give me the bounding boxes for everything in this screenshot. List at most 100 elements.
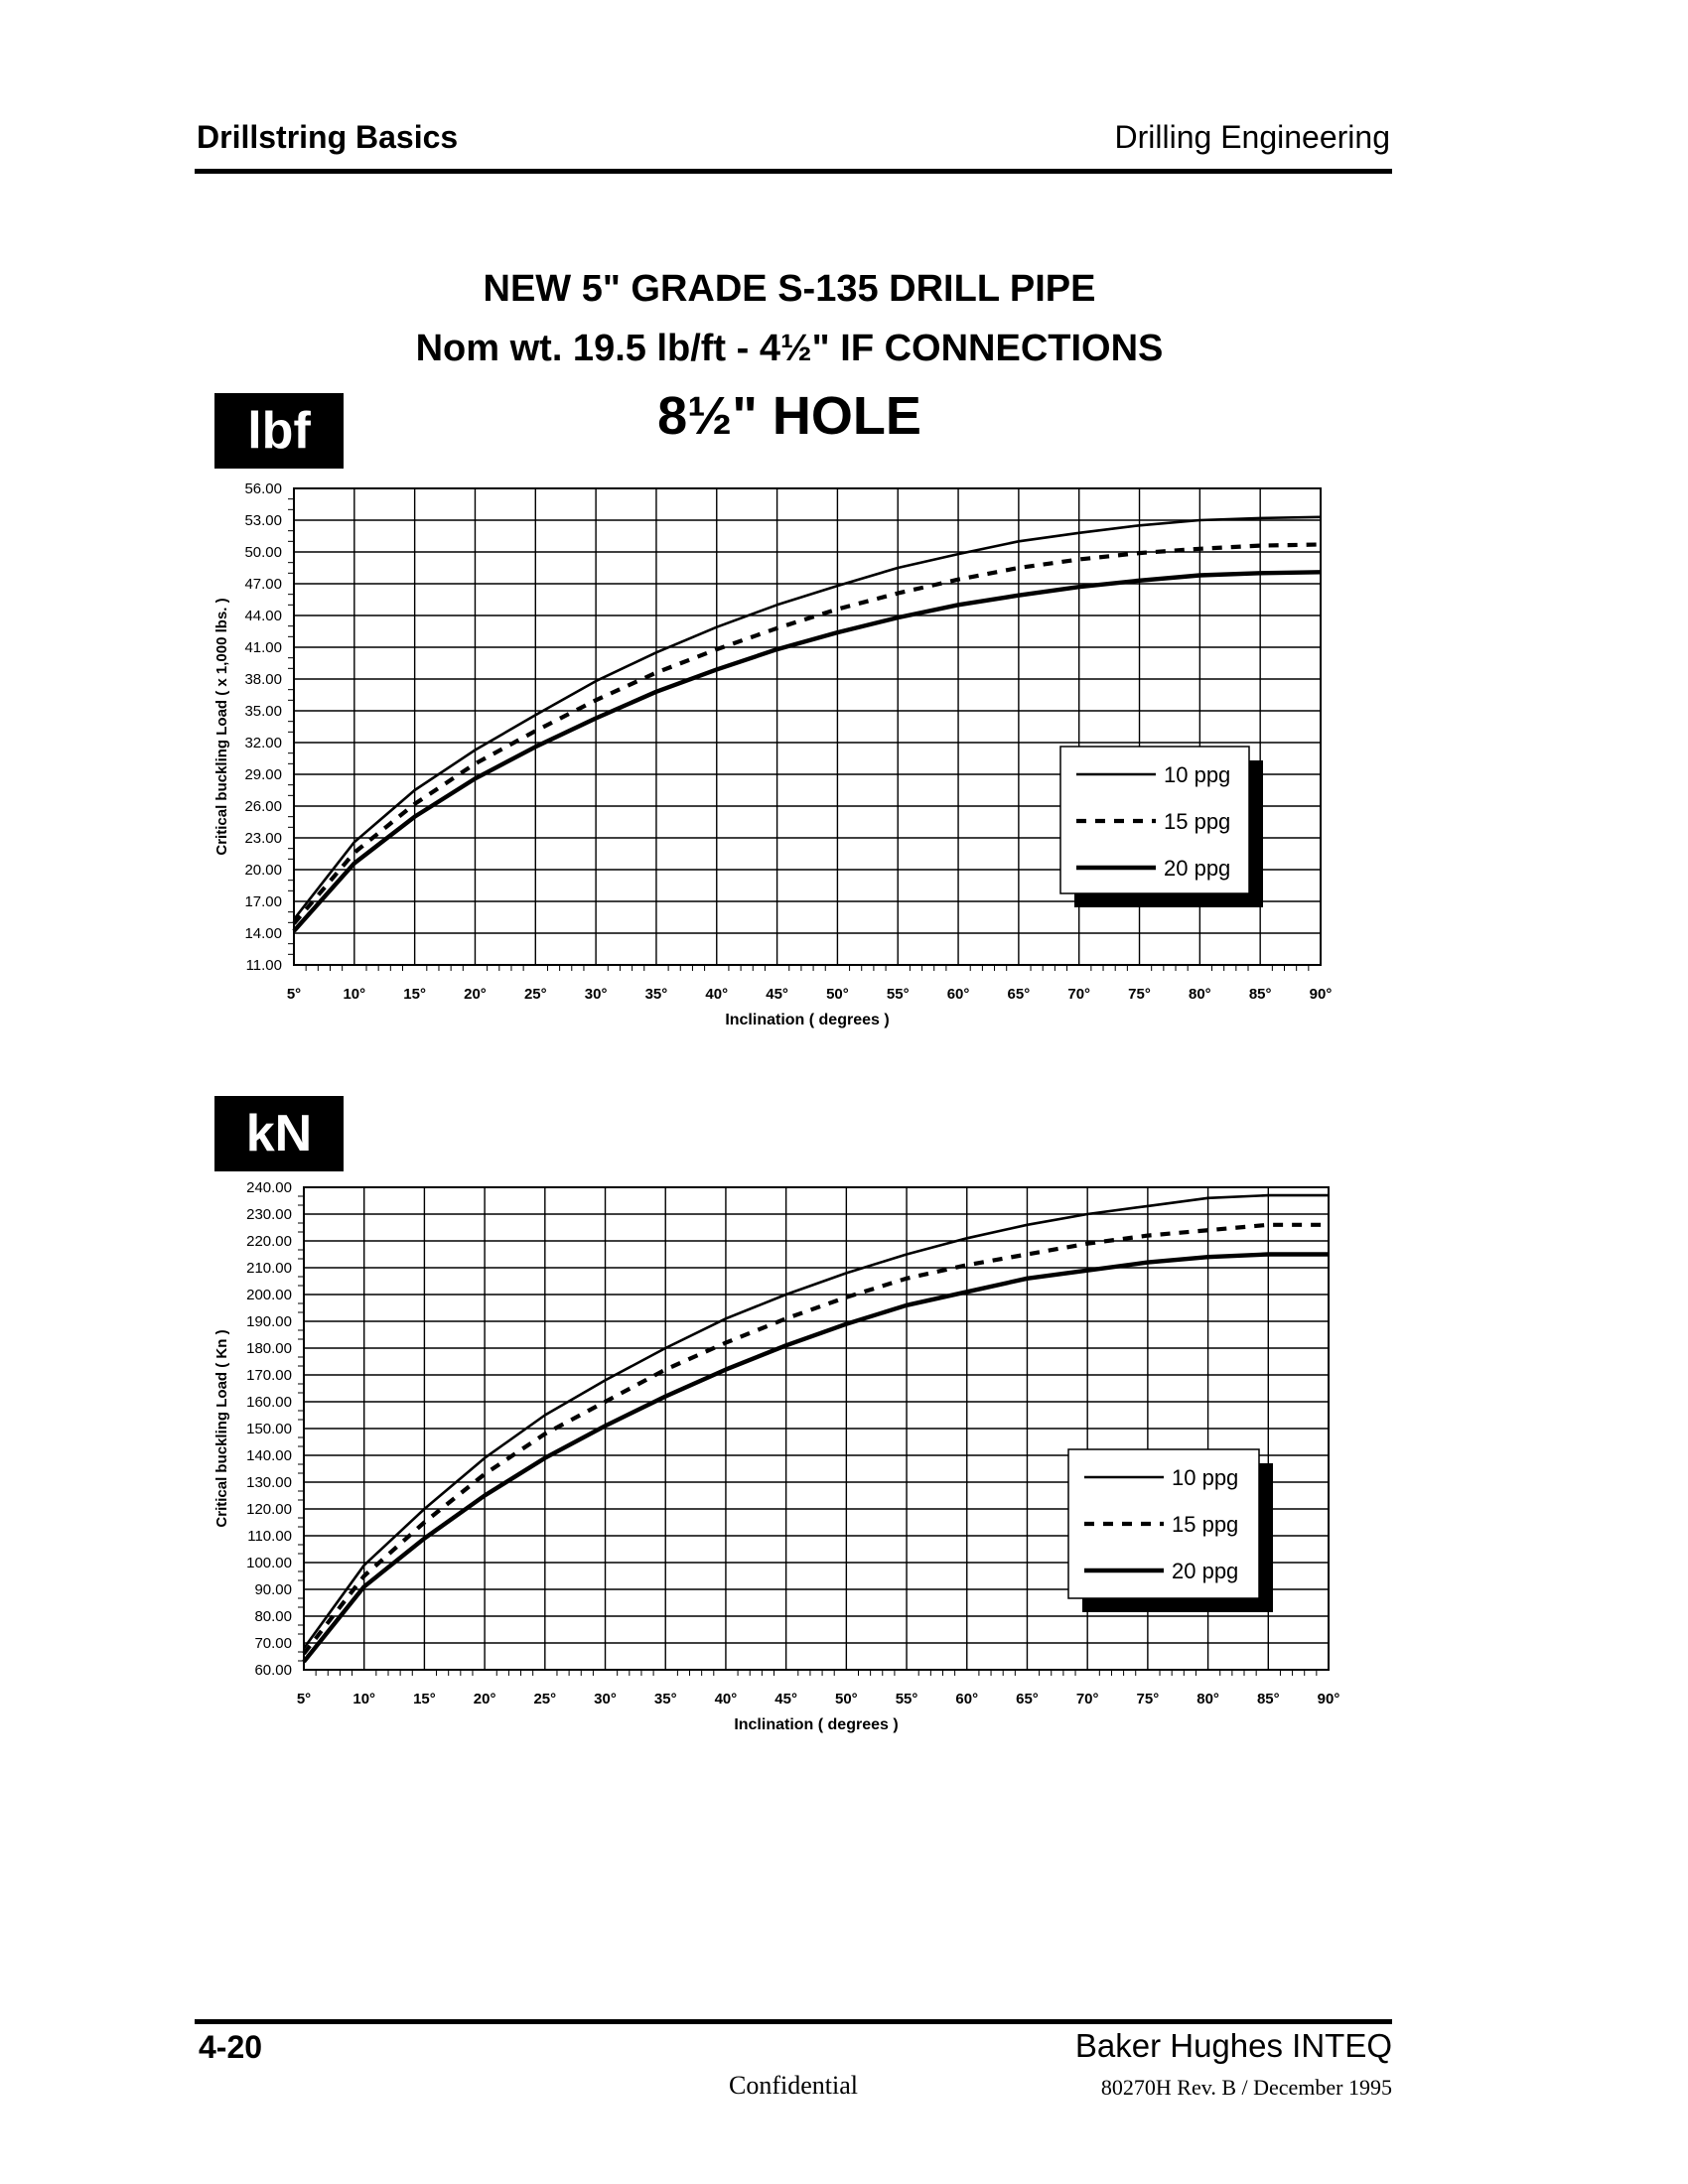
x-tick-label: 35° — [654, 1691, 677, 1707]
x-tick-label: 30° — [585, 986, 608, 1003]
y-tick-label: 47.00 — [244, 576, 282, 593]
header-department: Drilling Engineering — [1114, 119, 1390, 155]
y-tick-label: 200.00 — [246, 1287, 292, 1303]
legend-label: 20 ppg — [1164, 856, 1230, 881]
y-tick-label: 160.00 — [246, 1394, 292, 1411]
y-tick-label: 11.00 — [246, 957, 282, 974]
footer-rule — [195, 2019, 1392, 2024]
y-tick-label: 130.00 — [246, 1474, 292, 1491]
x-tick-label: 10° — [343, 986, 365, 1003]
x-tick-label: 50° — [835, 1691, 858, 1707]
x-tick-label: 55° — [887, 986, 910, 1003]
y-tick-label: 50.00 — [244, 544, 282, 561]
x-tick-label: 45° — [766, 986, 788, 1003]
footer-confidential: Confidential — [729, 2071, 858, 2100]
legend-label: 10 ppg — [1164, 762, 1230, 787]
footer-document-reference: 80270H Rev. B / December 1995 — [1100, 2075, 1392, 2100]
x-tick-label: 45° — [774, 1691, 797, 1707]
x-tick-label: 10° — [352, 1691, 375, 1707]
legend-label: 15 ppg — [1172, 1512, 1238, 1537]
x-axis-title: Inclination ( degrees ) — [734, 1716, 898, 1733]
page-number: 4-20 — [199, 2029, 263, 2065]
series-line-20-ppg — [302, 1252, 1329, 1664]
y-tick-label: 70.00 — [254, 1635, 292, 1652]
x-tick-label: 70° — [1067, 986, 1090, 1003]
x-tick-label: 50° — [826, 986, 849, 1003]
legend-label: 10 ppg — [1172, 1465, 1238, 1490]
legend: 10 ppg 15 ppg 20 ppg — [1067, 1448, 1273, 1612]
x-tick-label: 80° — [1196, 1691, 1219, 1707]
x-tick-label: 35° — [645, 986, 668, 1003]
plot-area-border — [303, 1186, 1330, 1671]
y-tick-label: 41.00 — [244, 639, 282, 656]
y-tick-label: 44.00 — [244, 608, 282, 624]
y-tick-label: 100.00 — [246, 1555, 292, 1571]
x-tick-label: 30° — [594, 1691, 617, 1707]
x-tick-label: 15° — [403, 986, 426, 1003]
x-tick-label: 80° — [1189, 986, 1211, 1003]
y-tick-label: 150.00 — [246, 1421, 292, 1437]
series-line-15-ppg — [292, 542, 1322, 925]
y-tick-label: 60.00 — [254, 1662, 292, 1679]
x-tick-label: 65° — [1016, 1691, 1039, 1707]
series-line-10-ppg — [302, 1193, 1329, 1650]
y-tick-label: 110.00 — [247, 1528, 292, 1545]
y-tick-label: 35.00 — [244, 703, 282, 720]
x-tick-label: 40° — [715, 1691, 738, 1707]
x-tick-label: 20° — [464, 986, 487, 1003]
x-tick-label: 90° — [1310, 986, 1333, 1003]
x-tick-label: 90° — [1318, 1691, 1340, 1707]
x-tick-label: 5° — [297, 1691, 311, 1707]
unit-label-lbf: lbf — [214, 393, 344, 469]
buckling-chart-lbf: 5° 10° 15° 20° 25° 30° 35° 40° 45° 50° 55° 60° 65° 70… — [213, 480, 1333, 1028]
x-tick-label: 25° — [533, 1691, 556, 1707]
series-line-10-ppg — [292, 515, 1322, 920]
unit-label-kn: kN — [214, 1096, 344, 1171]
y-tick-label: 32.00 — [244, 735, 282, 751]
x-tick-label: 20° — [474, 1691, 496, 1707]
y-tick-label: 240.00 — [246, 1179, 292, 1196]
series-line-20-ppg — [292, 570, 1322, 933]
x-axis-title: Inclination ( degrees ) — [725, 1012, 889, 1028]
x-tick-label: 60° — [955, 1691, 978, 1707]
y-tick-label: 20.00 — [244, 862, 282, 879]
x-tick-label: 60° — [947, 986, 970, 1003]
y-tick-label: 90.00 — [254, 1581, 292, 1598]
y-tick-label: 180.00 — [246, 1340, 292, 1357]
y-tick-label: 56.00 — [244, 480, 282, 497]
y-tick-label: 29.00 — [244, 766, 282, 783]
footer-company: Baker Hughes INTEQ — [1074, 2027, 1392, 2064]
x-tick-label: 15° — [413, 1691, 436, 1707]
x-tick-label: 40° — [705, 986, 728, 1003]
header-rule — [195, 169, 1392, 174]
x-tick-label: 5° — [287, 986, 301, 1003]
figure-title-line-2: Nom wt. 19.5 lb/ft - 4½" IF CONNECTIONS — [415, 328, 1164, 369]
y-tick-label: 190.00 — [246, 1313, 292, 1330]
y-tick-label: 230.00 — [246, 1206, 292, 1223]
y-tick-label: 17.00 — [244, 893, 282, 910]
x-tick-label: 65° — [1008, 986, 1031, 1003]
y-tick-label: 210.00 — [246, 1260, 292, 1277]
y-axis-title: Critical buckling Load ( Kn ) — [213, 1329, 230, 1527]
figure-title-line-3: 8½" HOLE — [657, 386, 921, 446]
y-axis-title: Critical buckling Load ( x 1,000 lbs. ) — [213, 598, 230, 855]
series-line-15-ppg — [302, 1222, 1329, 1656]
y-tick-label: 140.00 — [246, 1447, 292, 1464]
legend: 10 ppg 15 ppg 20 ppg — [1059, 746, 1263, 907]
y-tick-label: 26.00 — [244, 798, 282, 815]
y-tick-label: 23.00 — [244, 830, 282, 847]
y-tick-label: 220.00 — [246, 1233, 292, 1250]
x-tick-label: 55° — [896, 1691, 918, 1707]
y-tick-label: 120.00 — [246, 1501, 292, 1518]
x-tick-label: 75° — [1137, 1691, 1160, 1707]
plot-area-border — [293, 487, 1322, 966]
y-tick-label: 38.00 — [244, 671, 282, 688]
x-tick-label: 85° — [1257, 1691, 1280, 1707]
legend-label: 20 ppg — [1172, 1559, 1238, 1583]
y-tick-label: 53.00 — [244, 512, 282, 529]
x-tick-label: 70° — [1076, 1691, 1099, 1707]
x-tick-label: 25° — [524, 986, 547, 1003]
x-tick-label: 85° — [1249, 986, 1272, 1003]
buckling-chart-kn: 5° 10° 15° 20° 25° 30° 35° 40° 45° 50° 55° 60° 65° 70… — [213, 1179, 1340, 1733]
header-section-title: Drillstring Basics — [197, 119, 459, 155]
